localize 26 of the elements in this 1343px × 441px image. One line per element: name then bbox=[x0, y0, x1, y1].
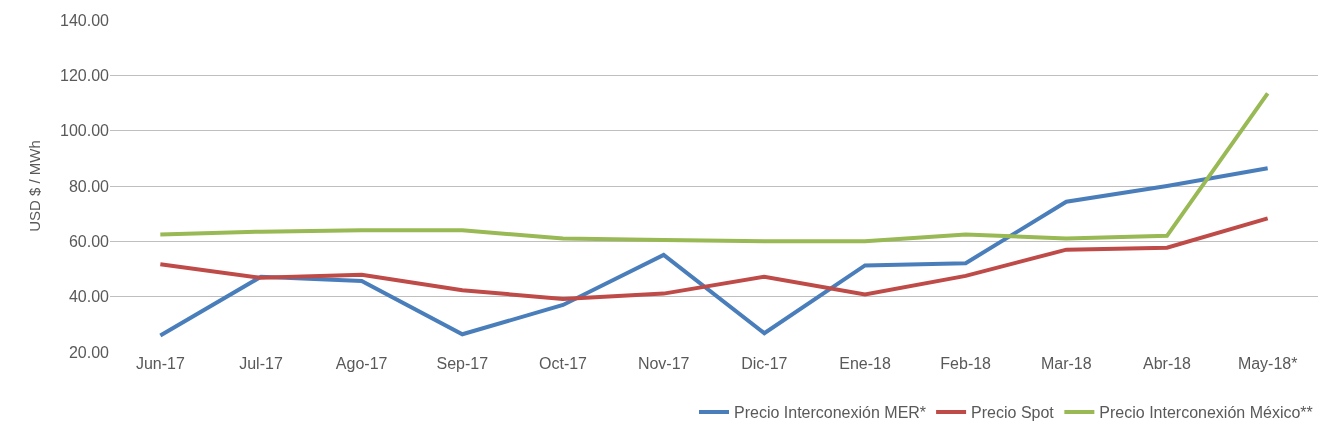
legend-label: Precio Interconexión México** bbox=[1099, 404, 1313, 422]
y-tick-label: 40.00 bbox=[68, 288, 110, 306]
legend-label: Precio Spot bbox=[971, 404, 1055, 422]
x-tick-label: Nov-17 bbox=[637, 355, 690, 372]
y-tick-label: 140.00 bbox=[60, 11, 110, 29]
line-series bbox=[158, 91, 1270, 244]
x-tick-label: May-18* bbox=[1237, 355, 1298, 372]
y-tick-label: 80.00 bbox=[68, 177, 110, 195]
x-tick-label: Abr-18 bbox=[1142, 355, 1192, 372]
x-tick-label: Sep-17 bbox=[436, 355, 489, 372]
y-tick-label: 100.00 bbox=[60, 122, 110, 140]
x-tick-label: Ene-18 bbox=[839, 355, 891, 372]
x-tick-label: Dic-17 bbox=[741, 355, 788, 372]
x-tick-label: Mar-18 bbox=[1040, 355, 1092, 372]
y-tick-label: 120.00 bbox=[60, 66, 110, 84]
y-tick-label: 20.00 bbox=[68, 343, 110, 361]
x-tick-label: Jul-17 bbox=[239, 355, 283, 372]
x-tick-label: Ago-17 bbox=[335, 355, 388, 372]
y-axis-title: USD $ / MWh bbox=[26, 140, 44, 232]
legend-label: Precio Interconexión MER* bbox=[734, 404, 927, 422]
y-tick-label: 60.00 bbox=[68, 232, 110, 250]
line-series bbox=[158, 166, 1270, 338]
x-tick-label: Jun-17 bbox=[135, 355, 185, 372]
x-tick-label: Feb-18 bbox=[940, 355, 992, 372]
line-series bbox=[158, 216, 1270, 301]
x-tick-label: Oct-17 bbox=[538, 355, 588, 372]
